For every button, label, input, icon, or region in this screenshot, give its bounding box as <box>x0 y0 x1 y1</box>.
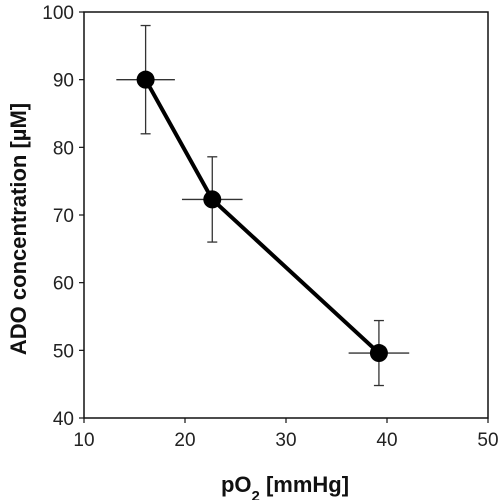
x-tick-label: 50 <box>477 430 498 451</box>
x-tick-label: 40 <box>376 430 397 451</box>
data-point <box>136 70 155 89</box>
data-point <box>369 344 388 363</box>
x-tick-label: 20 <box>174 430 195 451</box>
y-axis-title: ADO concentration [µM] <box>6 103 31 355</box>
data-point <box>203 190 222 209</box>
y-tick-label: 80 <box>53 138 74 159</box>
y-tick-label: 100 <box>42 3 74 24</box>
y-tick-label: 40 <box>53 409 74 430</box>
y-tick-label: 50 <box>53 341 74 362</box>
series-line <box>143 78 381 355</box>
y-tick-label: 60 <box>53 274 74 295</box>
y-tick-label: 90 <box>53 71 74 92</box>
y-tick-label: 70 <box>53 206 74 227</box>
x-tick-label: 30 <box>275 430 296 451</box>
x-tick-label: 10 <box>73 430 94 451</box>
x-axis-title: pO2 [mmHg] <box>221 472 349 500</box>
